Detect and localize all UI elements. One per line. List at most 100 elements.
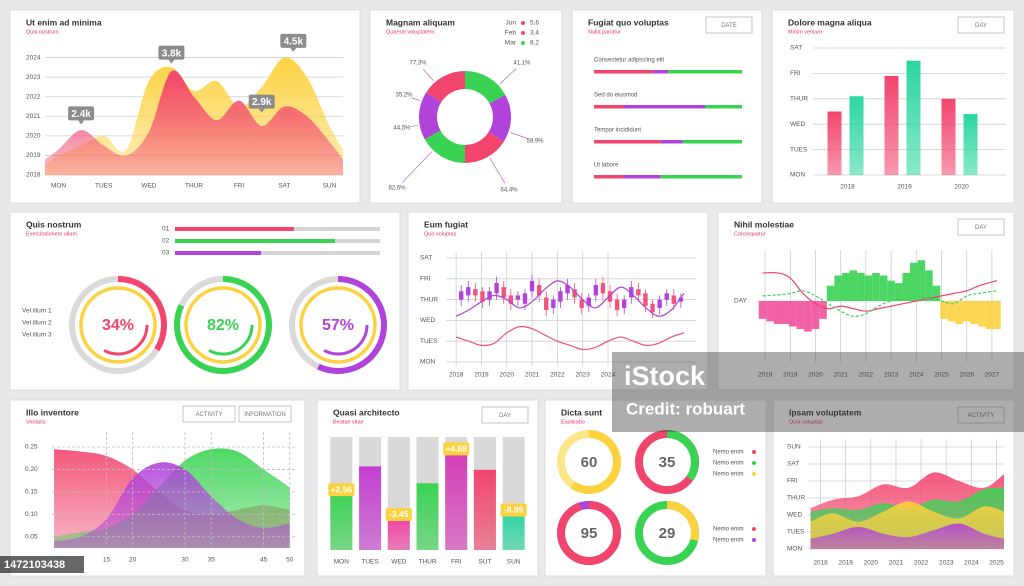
button[interactable]: ACTIVITY <box>957 406 1005 424</box>
bar <box>789 301 797 327</box>
ring-label: 29 <box>659 525 676 542</box>
candle-body <box>558 291 563 302</box>
bar <box>781 301 790 324</box>
leader-line <box>423 68 434 81</box>
annotation-label: -8.99 <box>504 505 524 515</box>
ring-label: 35 <box>659 454 676 471</box>
y-tick-label: SUN <box>787 444 801 451</box>
bar <box>766 301 774 322</box>
y-tick-label: TUES <box>790 146 808 153</box>
button-label[interactable]: DATE <box>721 23 737 29</box>
x-tick-label: 2018 <box>449 372 464 379</box>
bar <box>827 111 842 175</box>
x-tick-label: 2020 <box>500 372 515 379</box>
gauge-arc <box>174 276 272 374</box>
panel-title: Quis nostrum <box>26 219 82 229</box>
progress-segment <box>594 105 624 109</box>
line <box>455 325 685 351</box>
candle-body <box>466 287 471 296</box>
ring-label: 60 <box>581 454 598 471</box>
leader-line <box>409 124 418 127</box>
button[interactable]: DAY <box>957 218 1005 236</box>
gauge-ring <box>184 286 262 364</box>
x-tick-label: SUT <box>478 559 491 566</box>
candle-body <box>458 291 464 300</box>
legend-label: Vel illum 1 <box>22 308 52 315</box>
button-label[interactable]: ACTIVITY <box>967 413 994 419</box>
progress-segment <box>594 175 624 179</box>
bar <box>804 301 812 332</box>
donut-segment <box>464 131 504 163</box>
bar <box>906 60 921 176</box>
y-tick-label: FRI <box>790 70 801 77</box>
legend-name: Feb <box>505 30 517 37</box>
panel-subtitle: Quo voluptas <box>424 231 457 237</box>
button[interactable]: DAY <box>957 16 1005 34</box>
bar <box>826 285 835 301</box>
bar <box>445 449 468 550</box>
bar <box>811 301 820 330</box>
bar <box>917 260 926 301</box>
y-tick-label: 0.10 <box>25 511 38 518</box>
legend-dot <box>521 31 525 35</box>
button-label[interactable]: INFORMATION <box>244 412 286 418</box>
x-tick-label: 2024 <box>601 372 616 379</box>
legend-value: 8,2 <box>530 40 539 47</box>
bar <box>849 96 864 175</box>
gauge-ring <box>307 294 369 356</box>
progress-segment <box>660 175 742 179</box>
button-box[interactable] <box>957 218 1005 236</box>
candle-body <box>629 287 634 298</box>
annotation-pointer <box>290 47 297 52</box>
legend-value: 3,4 <box>530 30 539 37</box>
y-tick-label: 2023 <box>26 74 41 81</box>
candle-body <box>529 280 535 292</box>
x-tick-label: 45 <box>260 557 268 564</box>
x-tick-label: SUN <box>507 559 521 566</box>
button[interactable]: ACTIVITY <box>182 405 236 423</box>
bar <box>175 227 294 231</box>
leader-line <box>489 157 506 184</box>
x-tick-label: 2018 <box>758 372 773 379</box>
watermark-credit: Credit: robuart <box>626 399 745 418</box>
button-label[interactable]: DAY <box>975 23 987 29</box>
x-tick-label: SAT <box>278 183 290 190</box>
y-tick-label: WED <box>420 317 435 324</box>
panel-subtitle: Beatae vitae <box>333 419 364 425</box>
progress-segment <box>668 70 742 74</box>
button[interactable]: DATE <box>705 16 753 34</box>
y-tick-label: 2022 <box>26 93 41 100</box>
bar <box>970 301 979 324</box>
x-tick-label: 30 <box>181 557 189 564</box>
button-label[interactable]: ACTIVITY <box>195 412 222 418</box>
y-tick-label: MON <box>790 172 805 179</box>
button-label[interactable]: DAY <box>499 413 511 419</box>
button-box[interactable] <box>705 16 753 34</box>
button-box[interactable] <box>481 406 529 424</box>
bar <box>993 301 1001 330</box>
x-tick-label: 2019 <box>897 184 912 191</box>
button-box[interactable] <box>182 405 236 423</box>
button-box[interactable] <box>238 405 292 423</box>
x-tick-label: 2019 <box>474 372 489 379</box>
button-box[interactable] <box>957 16 1005 34</box>
x-tick-label: 2018 <box>840 184 855 191</box>
x-tick-label: 2019 <box>783 372 798 379</box>
gauge-arc <box>117 276 167 352</box>
y-tick-label: 0.25 <box>25 444 38 451</box>
y-tick-label: THUR <box>787 495 805 502</box>
bar <box>955 301 963 324</box>
button-box[interactable] <box>957 406 1005 424</box>
annotation-box <box>385 507 412 521</box>
button[interactable]: INFORMATION <box>238 405 292 423</box>
bar-label: 01 <box>162 226 170 233</box>
panel-subtitle: Quia voluptas <box>789 419 823 425</box>
y-tick-label: 0.05 <box>25 533 38 540</box>
button[interactable]: DAY <box>481 406 529 424</box>
candle-body <box>544 297 549 310</box>
button-label[interactable]: DAY <box>975 225 987 231</box>
legend-name: Jun <box>506 20 517 27</box>
x-tick-label: THUR <box>185 183 203 190</box>
x-tick-label: MON <box>334 559 349 566</box>
x-tick-label: 2023 <box>575 372 590 379</box>
